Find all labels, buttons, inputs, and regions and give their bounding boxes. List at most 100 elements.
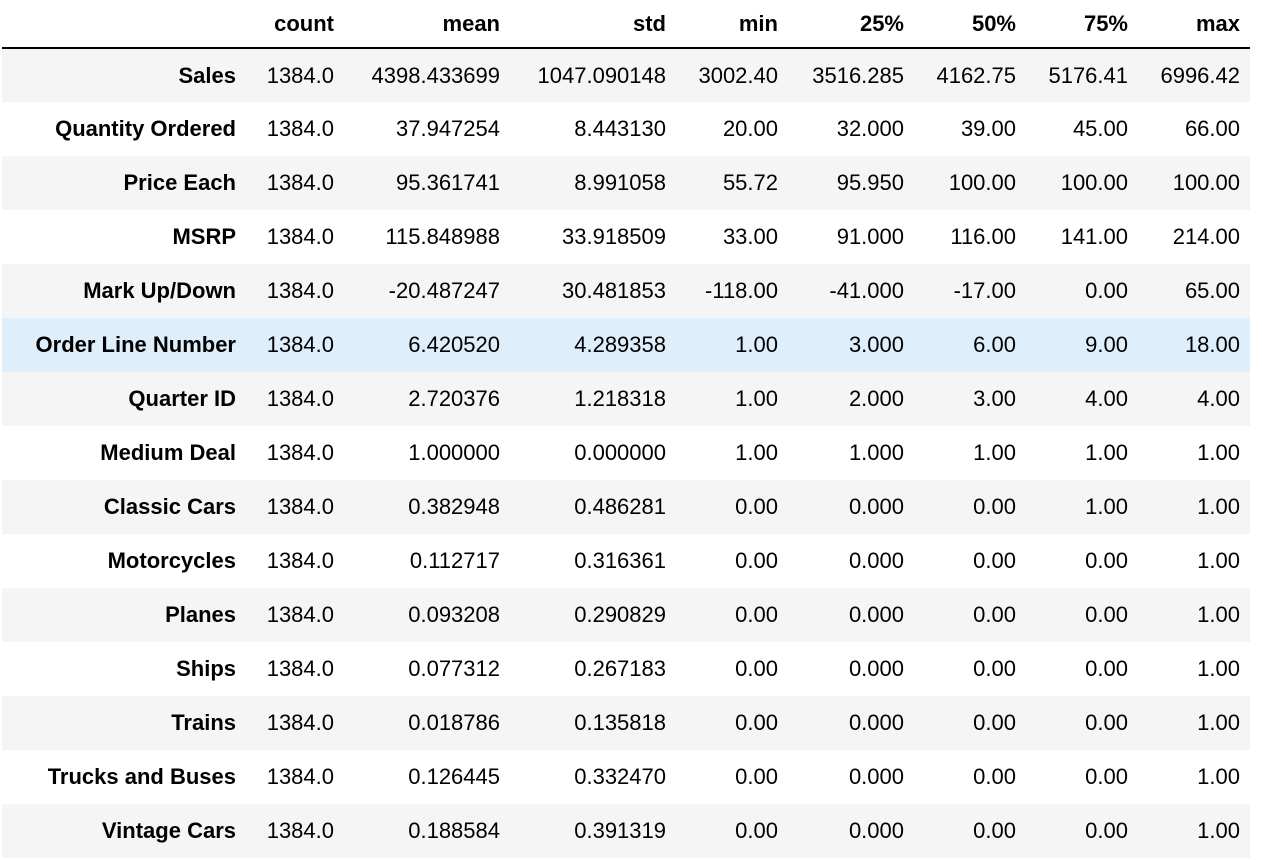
cell-min: 1.00 [735, 332, 778, 357]
cell-std: 0.135818 [574, 710, 666, 735]
index-header [2, 0, 246, 49]
table-header: count mean std min 25% 50% 75% max [2, 0, 1250, 49]
cell-max: 214.00 [1172, 224, 1240, 249]
cell-max: 1.00 [1197, 548, 1240, 573]
cell-50: 0.00 [973, 494, 1016, 519]
cell-std: 33.918509 [562, 224, 666, 249]
cell-max: 1.00 [1197, 602, 1240, 627]
row-label: Order Line Number [35, 332, 236, 357]
cell-std: 0.290829 [574, 602, 666, 627]
cell-std: 0.267183 [574, 656, 666, 681]
cell-75: 0.00 [1085, 548, 1128, 573]
cell-max: 6996.42 [1160, 62, 1240, 88]
cell-mean: 6.420520 [408, 332, 500, 357]
cell-std: 1.218318 [574, 386, 666, 411]
cell-max: 100.00 [1172, 170, 1240, 195]
cell-mean: 0.112717 [409, 548, 500, 573]
cell-max: 1.00 [1197, 440, 1240, 465]
cell-75: 9.00 [1085, 332, 1128, 357]
cell-count: 1384.0 [266, 278, 334, 303]
cell-75: 1.00 [1085, 494, 1128, 519]
row-label: Quantity Ordered [55, 116, 236, 141]
cell-50: -17.00 [953, 278, 1016, 303]
cell-mean: 37.947254 [396, 116, 500, 141]
column-header-max: max [1138, 0, 1250, 49]
cell-max: 1.00 [1197, 494, 1240, 519]
row-label: Mark Up/Down [83, 278, 236, 303]
cell-max: 4.00 [1197, 386, 1240, 411]
cell-75: 0.00 [1085, 710, 1128, 735]
row-label: Quarter ID [128, 386, 236, 411]
cell-mean: 0.126445 [408, 764, 500, 789]
cell-count: 1384.0 [266, 116, 334, 141]
table-row: Ships 1384.0 0.077312 0.267183 0.00 0.000 0.00… [2, 642, 1250, 696]
cell-min: 33.00 [722, 224, 778, 249]
cell-min: 1.00 [735, 386, 778, 411]
cell-mean: 0.382948 [408, 494, 500, 519]
cell-mean: 0.093208 [408, 602, 500, 627]
cell-mean: 95.361741 [396, 170, 500, 195]
cell-75: 1.00 [1085, 440, 1128, 465]
table-row: Quantity Ordered 1384.0 37.947254 8.443130 2… [2, 102, 1250, 156]
cell-mean: 2.720376 [408, 386, 500, 411]
cell-25: 1.000 [848, 440, 904, 465]
table-row: Order Line Number 1384.0 6.420520 4.289358 1… [2, 318, 1250, 372]
cell-min: 3002.40 [698, 62, 778, 88]
row-label: Classic Cars [103, 494, 236, 519]
cell-50: 0.00 [973, 710, 1016, 735]
cell-max: 18.00 [1184, 332, 1240, 357]
row-label: Trains [171, 710, 236, 735]
cell-count: 1384.0 [266, 386, 334, 411]
cell-std: 30.481853 [562, 278, 666, 303]
cell-min: 0.00 [735, 656, 778, 681]
cell-std: 4.289358 [574, 332, 666, 357]
cell-25: 0.000 [848, 548, 904, 573]
cell-75: 0.00 [1085, 656, 1128, 681]
cell-min: 0.00 [735, 548, 778, 573]
cell-50: 100.00 [948, 170, 1016, 195]
cell-min: -118.00 [705, 278, 778, 303]
cell-std: 0.486281 [574, 494, 666, 519]
cell-50: 0.00 [973, 602, 1016, 627]
row-label: Trucks and Buses [47, 764, 236, 789]
cell-50: 0.00 [973, 818, 1016, 843]
column-header-50: 50% [914, 0, 1026, 49]
table-row: MSRP 1384.0 115.848988 33.918509 33.00 91.000… [2, 210, 1250, 264]
cell-50: 0.00 [973, 764, 1016, 789]
cell-count: 1384.0 [266, 656, 334, 681]
cell-mean: 115.848988 [385, 224, 500, 249]
cell-25: 0.000 [848, 656, 904, 681]
table-row: Motorcycles 1384.0 0.112717 0.316361 0.00 0.0… [2, 534, 1250, 588]
cell-50: 0.00 [973, 548, 1016, 573]
cell-count: 1384.0 [266, 170, 334, 195]
cell-25: 3516.285 [812, 62, 904, 88]
cell-50: 4162.75 [936, 62, 1016, 88]
table-body: Sales 1384.0 4398.433699 1047.090148 3002.40… [2, 48, 1250, 858]
table-row: Classic Cars 1384.0 0.382948 0.486281 0.00 0.… [2, 480, 1250, 534]
cell-75: 45.00 [1072, 116, 1128, 141]
table-row: Medium Deal 1384.0 1.000000 0.000000 1.00 1.0… [2, 426, 1250, 480]
cell-25: 3.000 [848, 332, 904, 357]
cell-50: 0.00 [973, 656, 1016, 681]
cell-count: 1384.0 [266, 332, 334, 357]
cell-mean: 0.018786 [408, 710, 500, 735]
cell-max: 1.00 [1197, 818, 1240, 843]
table-row: Planes 1384.0 0.093208 0.290829 0.00 0.000 0.0… [2, 588, 1250, 642]
cell-50: 116.00 [950, 224, 1016, 249]
cell-mean: 0.077312 [408, 656, 500, 681]
cell-75: 5176.41 [1048, 62, 1128, 88]
column-header-count: count [246, 0, 344, 49]
cell-25: 91.000 [836, 224, 904, 249]
cell-std: 0.316361 [574, 548, 666, 573]
column-header-std: std [510, 0, 676, 49]
column-header-min: min [676, 0, 788, 49]
table-row: Mark Up/Down 1384.0 -20.487247 30.481853 -11… [2, 264, 1250, 318]
cell-75: 100.00 [1060, 170, 1128, 195]
table-row: Sales 1384.0 4398.433699 1047.090148 3002.40… [2, 48, 1250, 102]
cell-max: 1.00 [1197, 656, 1240, 681]
column-header-mean: mean [344, 0, 510, 49]
cell-50: 39.00 [960, 116, 1016, 141]
cell-min: 0.00 [735, 710, 778, 735]
